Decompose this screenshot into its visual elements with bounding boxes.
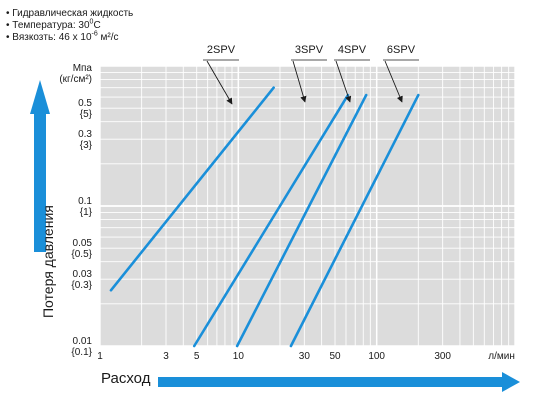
callout-arrow <box>292 60 307 103</box>
x-axis-arrow-head <box>502 372 520 392</box>
y-tick-value: 0.05 <box>72 238 92 250</box>
x-tick-label: л/мин <box>488 351 515 362</box>
callout-arrow <box>384 60 403 103</box>
y-tick-kgf-value: {0.1} <box>71 347 92 358</box>
y-tick-kgf-value: {1} <box>79 207 92 218</box>
y-tick-label: 0.05 {0.5} <box>52 238 92 260</box>
y-tick-label: 0.5 {5} <box>52 98 92 120</box>
series-line-6spv <box>289 93 420 348</box>
x-tick-label: 1 <box>97 351 103 362</box>
series-label-3spv: 3SPV <box>294 44 324 56</box>
series-line-3spv <box>192 93 350 348</box>
y-tick-label: Mпа (кг/см²) <box>52 63 92 85</box>
y-axis-title: Потеря давления <box>40 205 56 318</box>
y-tick-kgf-value: {3} <box>79 140 92 152</box>
y-tick-label: 0.1 {1} <box>52 196 92 218</box>
y-tick-kgf-value: (кг/см²) <box>59 74 92 85</box>
y-tick-value: 0.01 <box>72 336 92 347</box>
series-line-2spv <box>109 86 275 292</box>
y-tick-value: Mпа <box>72 63 92 74</box>
series-line-4spv <box>235 93 368 348</box>
x-tick-label: 3 <box>163 351 169 362</box>
y-tick-kgf-value: {0.5} <box>71 249 92 261</box>
y-tick-value: 0.3 <box>78 129 92 141</box>
note-fluid: • Гидравлическая жидкость <box>6 8 134 19</box>
x-tick-label: 30 <box>298 351 310 362</box>
callout-arrow <box>335 60 352 103</box>
y-axis-arrow-head <box>30 80 50 114</box>
y-tick-value: 0.5 <box>78 98 92 110</box>
y-tick-value: 0.1 <box>78 196 92 207</box>
y-axis-arrow-shaft <box>34 112 46 252</box>
series-label-6spv: 6SPV <box>386 44 416 56</box>
y-tick-value: 0.03 <box>72 269 92 281</box>
x-tick-label: 5 <box>193 351 200 362</box>
x-tick-label: 50 <box>329 351 341 362</box>
note-temperature: • Температура: 300C <box>6 18 101 31</box>
callout-arrow <box>206 60 233 105</box>
y-tick-label: 0.3 {3} <box>52 129 92 151</box>
y-tick-label: 0.03 {0.3} <box>52 269 92 291</box>
y-tick-kgf-value: {0.3} <box>71 280 92 292</box>
y-tick-kgf-value: {5} <box>79 109 92 121</box>
series-label-4spv: 4SPV <box>337 44 367 56</box>
x-axis-arrow-shaft <box>158 377 506 387</box>
x-axis-title: Расход <box>101 370 151 387</box>
x-tick-label: 100 <box>368 351 385 362</box>
series-label-2spv: 2SPV <box>206 44 236 56</box>
x-tick-label: 300 <box>434 351 451 362</box>
x-tick-label: 10 <box>232 351 244 362</box>
y-tick-label: 0.01 {0.1} <box>52 336 92 358</box>
note-viscosity: • Вязкозть: 46 x 10-6 м²/с <box>6 30 119 43</box>
